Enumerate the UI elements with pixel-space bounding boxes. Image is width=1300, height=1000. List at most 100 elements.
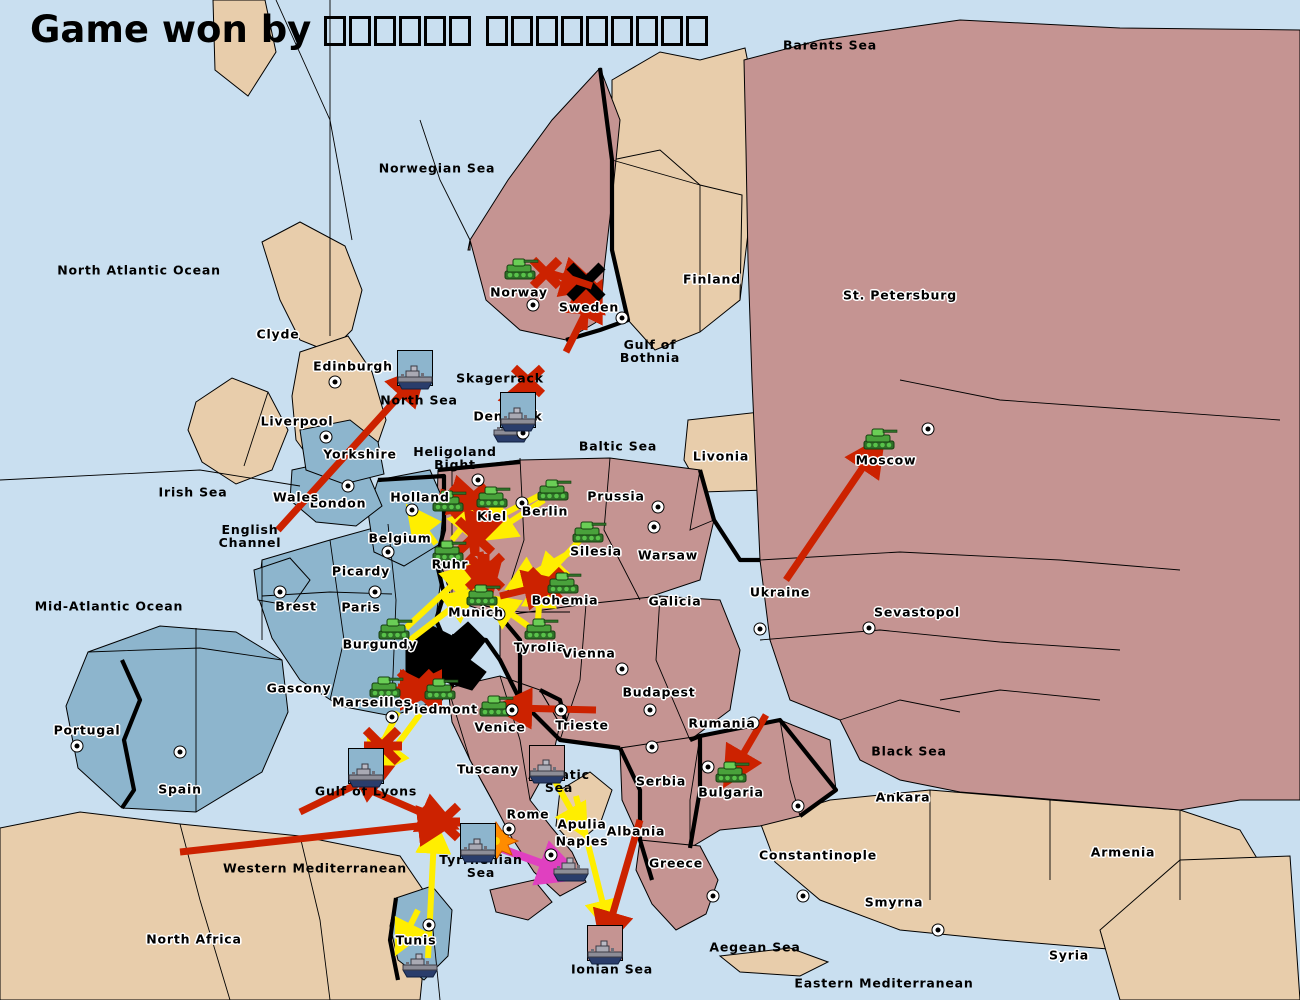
- fleet-gulf-of-lyons-icon: [348, 763, 384, 788]
- move-arrow-sweden-bounce-stem: [563, 272, 606, 331]
- berlin-sc: [515, 496, 529, 510]
- label-ukraine: Ukraine: [749, 584, 811, 600]
- move-arrow-english-channel-to-north-sea: [275, 364, 428, 533]
- label-trieste: Trieste: [555, 717, 609, 733]
- london-sc: [341, 479, 355, 493]
- label-english-channel: English Channel: [218, 522, 282, 550]
- label-paris: Paris: [341, 599, 381, 615]
- fleet-skagerrack-icon: [500, 407, 536, 432]
- missing-glyph-box: [449, 16, 472, 46]
- label-western-mediterranean: Western Mediterranean: [222, 860, 408, 876]
- label-burgundy: Burgundy: [342, 636, 418, 652]
- missing-glyph-box: [661, 16, 684, 46]
- missing-glyph-box: [424, 16, 447, 46]
- marseilles-sc: [385, 710, 399, 724]
- move-arrow-ukraine-to-moscow: [783, 434, 886, 582]
- fleet-ionian-sea-icon: [587, 940, 623, 965]
- label-wales: Wales: [273, 489, 319, 505]
- label-spain: Spain: [158, 781, 202, 797]
- missing-glyph-box: [636, 16, 659, 46]
- label-warsaw: Warsaw: [637, 547, 699, 563]
- missing-glyph-box: [324, 16, 347, 46]
- label-livonia: Livonia: [692, 448, 750, 464]
- label-constantinople: Constantinople: [758, 847, 878, 863]
- label-picardy: Picardy: [331, 563, 391, 579]
- label-norwegian-sea: Norwegian Sea: [378, 160, 496, 176]
- move-arrow-western-med-to-tyrrhenian: [179, 805, 460, 856]
- support-arrow-adriatic-to-apulia: [549, 774, 589, 840]
- label-syria: Syria: [1048, 947, 1090, 963]
- missing-glyph-box: [374, 16, 397, 46]
- trieste-sc: [554, 703, 568, 717]
- warsaw-sc: [647, 520, 661, 534]
- rumania-sc: [746, 716, 760, 730]
- norway-sc: [526, 298, 540, 312]
- label-budapest: Budapest: [622, 684, 696, 700]
- portugal-sc: [70, 739, 84, 753]
- liverpool-sc: [319, 430, 333, 444]
- fleet-north-sea-icon: [397, 365, 433, 390]
- label-armenia: Armenia: [1090, 844, 1156, 860]
- missing-glyph-box: [611, 16, 634, 46]
- label-berlin: Berlin: [521, 503, 569, 519]
- missing-glyph-box: [686, 16, 709, 46]
- label-edinburgh: Edinburgh: [313, 358, 393, 374]
- move-arrow-albania-to-ionian: [592, 819, 644, 953]
- label-bulgaria: Bulgaria: [698, 784, 764, 800]
- title-prefix: Game won by: [30, 8, 312, 51]
- label-heligoland-bight: Heligoland Bight: [413, 444, 497, 472]
- ukraine-sc: [753, 622, 767, 636]
- constantinople-sc: [791, 799, 805, 813]
- label-albania: Albania: [606, 823, 666, 839]
- label-st-petersburg: St. Petersburg: [843, 287, 957, 303]
- support-arrow-berlin-to-munich: [480, 497, 546, 542]
- sevastopol-sc: [862, 621, 876, 635]
- label-marseilles: Marseilles: [332, 694, 412, 710]
- missing-glyph-box: [486, 16, 509, 46]
- label-sevastopol: Sevastopol: [874, 604, 960, 620]
- title-player-name: [324, 8, 711, 51]
- label-tuscany: Tuscany: [457, 761, 519, 777]
- label-greece: Greece: [648, 855, 704, 871]
- fleet-adriatic-sea-icon: [529, 759, 565, 784]
- label-ankara: Ankara: [875, 789, 931, 805]
- bounce-x-sweden-red-overlay: [560, 272, 594, 290]
- missing-glyph-box: [349, 16, 372, 46]
- label-eastern-mediterranean: Eastern Mediterranean: [794, 975, 974, 991]
- budapest-sc: [643, 703, 657, 717]
- support-arrow-tunis-to-tyrrhenian: [415, 817, 452, 959]
- bounce-x-tyrrhenian: [420, 802, 462, 842]
- label-silesia: Silesia: [570, 543, 622, 559]
- serbia-sc: [645, 740, 659, 754]
- label-rumania: Rumania: [688, 715, 756, 731]
- label-serbia: Serbia: [635, 773, 687, 789]
- move-arrow-munich-to-bohemia: [499, 569, 566, 611]
- missing-glyph-box: [561, 16, 584, 46]
- support-arrow-ruhr-to-holland: [405, 503, 442, 546]
- move-arrow-rumania-to-bulgaria: [722, 713, 770, 789]
- label-gulf-of-bothnia: Gulf of Bothnia: [619, 337, 681, 365]
- vienna-sc: [615, 662, 629, 676]
- label-rome: Rome: [506, 806, 550, 822]
- label-finland: Finland: [683, 271, 741, 287]
- support-arrow-burgundy-to-ruhr: [403, 562, 477, 631]
- label-barents-sea: Barents Sea: [783, 37, 877, 53]
- label-irish-sea: Irish Sea: [158, 484, 228, 500]
- support-arrow-burgundy-to-munich: [408, 587, 479, 643]
- label-ionian-sea: Ionian Sea: [570, 961, 654, 977]
- brest-sc: [273, 585, 287, 599]
- smyrna-sc: [931, 923, 945, 937]
- bulgaria-sc: [701, 760, 715, 774]
- ankara-sc: [796, 889, 810, 903]
- label-holland: Holland: [390, 489, 450, 505]
- sweden-sc: [615, 311, 629, 325]
- missing-glyph-box: [399, 16, 422, 46]
- bounce-x-norway: [529, 256, 563, 290]
- label-baltic-sea: Baltic Sea: [578, 438, 658, 454]
- label-liverpool: Liverpool: [260, 413, 334, 429]
- label-clyde: Clyde: [256, 326, 300, 342]
- support-arrow-tyrolia-to-munich: [483, 594, 530, 630]
- fleet-tyrrhenian-sea-icon: [460, 838, 496, 863]
